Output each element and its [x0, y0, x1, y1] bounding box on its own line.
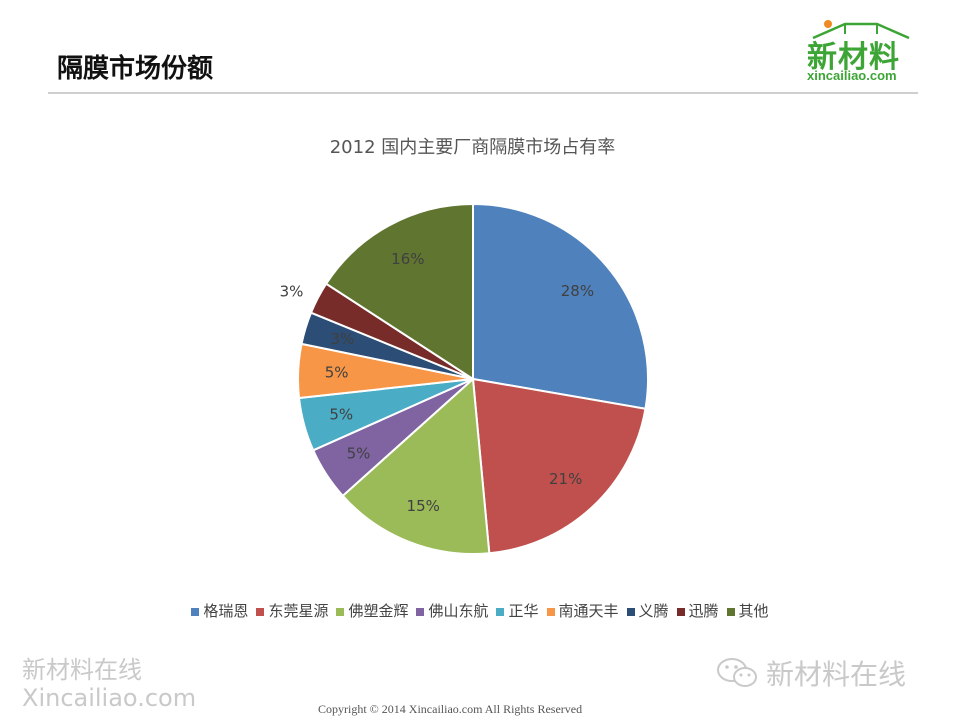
legend-swatch	[546, 607, 555, 616]
brand-logo: 新材料 xincailiao.com	[805, 20, 920, 88]
watermark-right-text: 新材料在线	[766, 658, 907, 691]
legend-label: 义腾	[638, 602, 669, 620]
legend-item: 义腾	[626, 600, 669, 621]
slice-data-label: 15%	[407, 497, 440, 515]
watermark-left-line2: Xincailiao.com	[22, 684, 197, 712]
legend-swatch	[726, 607, 735, 616]
logo-sub-text: xincailiao.com	[807, 68, 897, 83]
slice-data-label: 21%	[549, 470, 582, 488]
legend-swatch	[626, 607, 635, 616]
slice-data-label: 28%	[561, 282, 594, 300]
legend-label: 正华	[508, 602, 539, 620]
legend-label: 格瑞恩	[203, 602, 249, 620]
pie-slice	[341, 376, 491, 555]
slice-data-label: 3%	[280, 282, 304, 300]
legend-item: 佛塑金辉	[336, 600, 408, 621]
page-title: 隔膜市场份额	[57, 54, 214, 84]
legend-swatch	[416, 607, 425, 616]
legend-item: 正华	[496, 600, 539, 621]
legend-label: 迅腾	[688, 602, 719, 620]
legend-item: 佛山东航	[416, 600, 488, 621]
legend-label: 其他	[738, 602, 769, 620]
pie-slice	[324, 202, 474, 381]
logo-dot-icon	[824, 20, 832, 28]
legend-label: 东莞星源	[268, 602, 329, 620]
slice-data-label: 5%	[329, 406, 353, 424]
legend-label: 南通天丰	[558, 602, 619, 620]
legend-item: 南通天丰	[546, 600, 619, 621]
title-divider	[48, 92, 918, 94]
slice-data-label: 16%	[391, 250, 424, 268]
slice-data-label: 5%	[325, 364, 349, 382]
chart-legend: 格瑞恩 东莞星源 佛塑金辉 佛山东航 正华 南通天丰 义腾 迅腾 其他	[0, 600, 960, 621]
legend-item: 其他	[726, 600, 769, 621]
watermark-left-line1: 新材料在线	[22, 656, 142, 684]
legend-item: 迅腾	[676, 600, 719, 621]
legend-swatch	[676, 607, 685, 616]
legend-swatch	[191, 607, 200, 616]
logo-main-text: 新材料	[807, 40, 900, 75]
watermark-left: 新材料在线 Xincailiao.com	[22, 656, 196, 712]
pie-slice	[471, 377, 647, 555]
slice-data-label: 3%	[331, 330, 355, 348]
legend-item: 东莞星源	[256, 600, 328, 621]
roof-icon	[812, 22, 910, 40]
legend-label: 佛塑金辉	[348, 602, 409, 620]
legend-item: 格瑞恩	[191, 600, 248, 621]
legend-label: 佛山东航	[428, 602, 489, 620]
pie-slice	[472, 202, 649, 410]
legend-swatch	[496, 607, 505, 616]
legend-swatch	[256, 607, 265, 616]
copyright-footer: Copyright © 2014 Xincailiao.com All Righ…	[318, 702, 583, 716]
watermark-right: 新材料在线	[716, 653, 906, 693]
slice-data-label: 5%	[347, 444, 371, 462]
wechat-icon	[717, 658, 757, 687]
legend-swatch	[336, 607, 345, 616]
chart-title: 2012 国内主要厂商隔膜市场占有率	[329, 137, 616, 158]
